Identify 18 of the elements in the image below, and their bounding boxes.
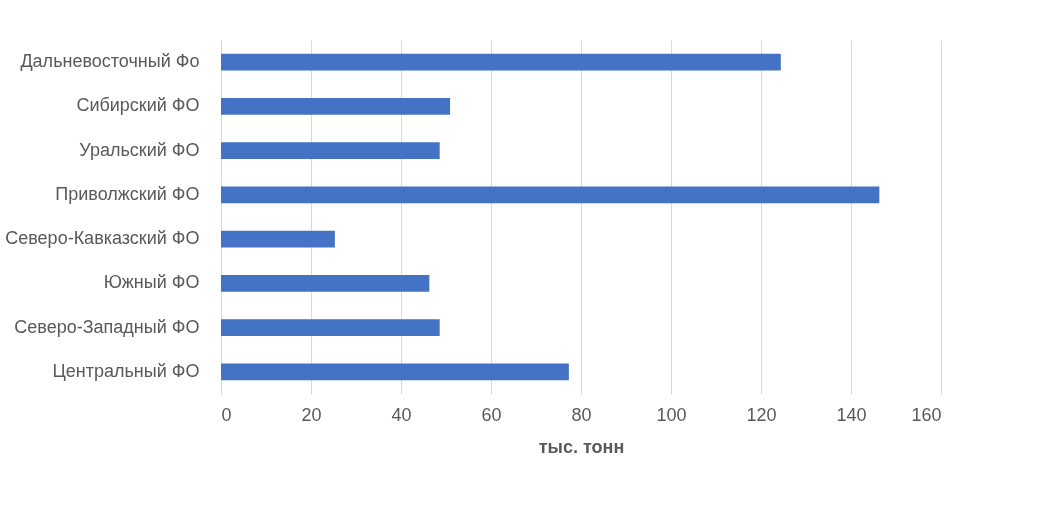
y-tick-label: Северо-Западный ФО	[14, 316, 200, 337]
y-tick-label: Сибирский ФО	[76, 95, 200, 116]
x-tick-label: 0	[221, 404, 232, 425]
x-tick-label: 20	[301, 404, 322, 425]
y-tick-label: Центральный ФО	[52, 360, 200, 381]
x-tick-label: 140	[836, 404, 867, 425]
y-tick-label: Дальневосточный Фо	[20, 51, 200, 72]
y-tick-label: Уральский ФО	[79, 139, 200, 160]
x-tick-label: 160	[911, 404, 942, 425]
x-tick-label: 40	[391, 404, 412, 425]
x-tick-label: 80	[571, 404, 592, 425]
x-tick-label: 60	[481, 404, 502, 425]
y-tick-label: Приволжский ФО	[55, 183, 200, 204]
x-tick-label: 120	[746, 404, 777, 425]
x-axis-title: тыс. тонн	[538, 436, 625, 457]
y-tick-label: Южный ФО	[103, 272, 200, 293]
x-tick-label: 100	[656, 404, 687, 425]
y-tick-label: Северо-Кавказский ФО	[5, 228, 200, 249]
